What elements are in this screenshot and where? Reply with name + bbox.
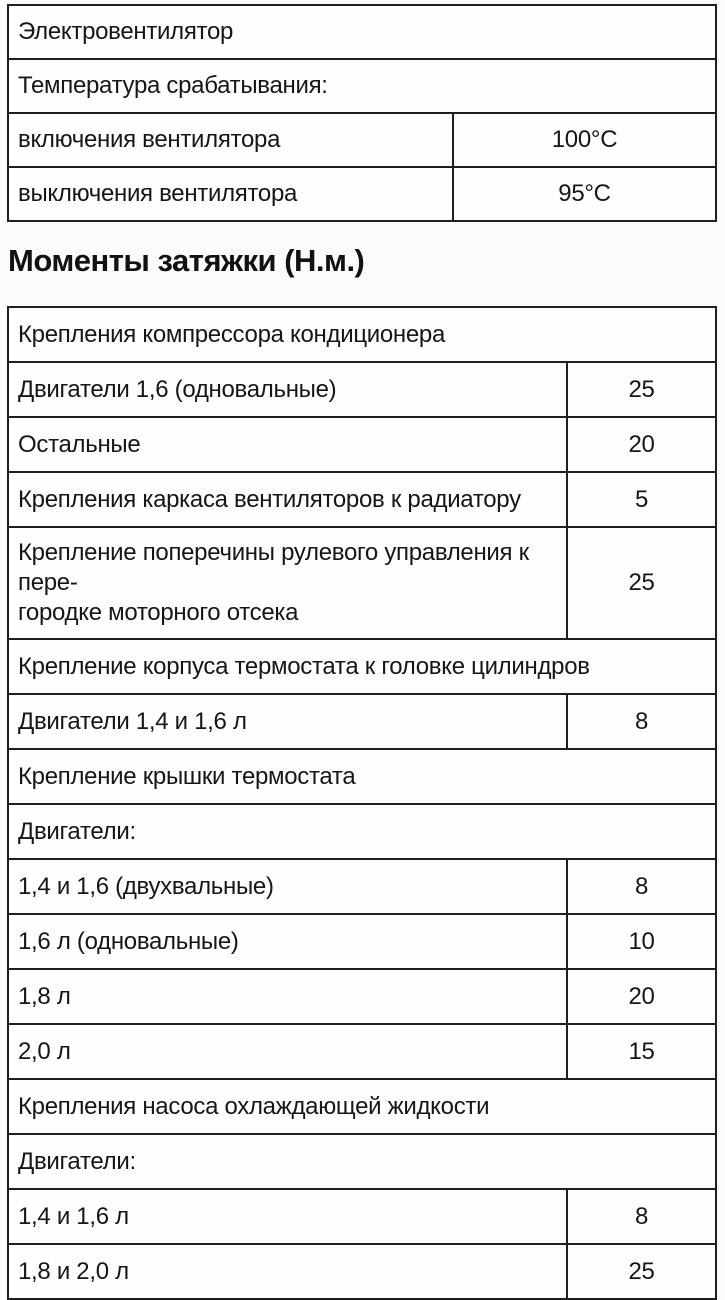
- table-row: 2,0 л 15: [9, 1023, 715, 1078]
- row-label: 1,4 и 1,6 л: [18, 1202, 129, 1230]
- row-label: 1,8 и 2,0 л: [18, 1257, 129, 1285]
- table-row: Крепления компрессора кондиционера: [9, 308, 715, 361]
- row-label: Крепление поперечины рулевого управления…: [18, 539, 529, 626]
- row-value: 8: [566, 695, 715, 748]
- row-label: Крепление корпуса термостата к головке ц…: [18, 652, 590, 680]
- table-row: Двигатели:: [9, 1133, 715, 1188]
- row-value: 8: [566, 1190, 715, 1243]
- row-label: 2,0 л: [18, 1037, 71, 1065]
- table-row: Температура срабатывания:: [9, 58, 715, 112]
- table-row: 1,6 л (одновальные) 10: [9, 913, 715, 968]
- row-value: 25: [566, 363, 715, 416]
- row-value: 20: [566, 418, 715, 471]
- row-label: Крепление крышки термостата: [18, 762, 356, 790]
- row-label: Крепления каркаса вентиляторов к радиато…: [18, 485, 521, 513]
- row-label: Двигатели:: [18, 817, 136, 845]
- electric-fan-spec-table: Электровентилятор Температура срабатывани…: [7, 4, 717, 222]
- row-label: Крепления компрессора кондиционера: [18, 320, 446, 348]
- tightening-torques-table: Крепления компрессора кондиционера Двигат…: [7, 306, 717, 1300]
- row-label: Двигатели 1,6 (одновальные): [18, 375, 337, 403]
- row-label: Температура срабатывания:: [18, 72, 328, 99]
- row-value: 5: [566, 473, 715, 526]
- row-value: 25: [566, 1245, 715, 1298]
- table-row: Двигатели 1,4 и 1,6 л 8: [9, 693, 715, 748]
- row-value: 100°С: [452, 114, 715, 166]
- table-row: включения вентилятора 100°С: [9, 112, 715, 166]
- table-row: Двигатели:: [9, 803, 715, 858]
- table-row: Крепления каркаса вентиляторов к радиато…: [9, 471, 715, 526]
- row-label: 1,6 л (одновальные): [18, 927, 239, 955]
- row-value: 25: [566, 528, 715, 638]
- table-row: 1,4 и 1,6 л 8: [9, 1188, 715, 1243]
- table-row: 1,8 и 2,0 л 25: [9, 1243, 715, 1298]
- table-row: 1,8 л 20: [9, 968, 715, 1023]
- table-row: 1,4 и 1,6 (двухвальные) 8: [9, 858, 715, 913]
- row-value: 15: [566, 1025, 715, 1078]
- row-value: 20: [566, 970, 715, 1023]
- table-row: Крепление корпуса термостата к головке ц…: [9, 638, 715, 693]
- row-value: 95°С: [452, 168, 715, 220]
- section-heading-torques: Моменты затяжки (Н.м.): [8, 243, 365, 278]
- table-row: Крепление поперечины рулевого управления…: [9, 526, 715, 638]
- table-row: Крепления насоса охлаждающей жидкости: [9, 1078, 715, 1133]
- row-label: включения вентилятора: [18, 126, 281, 153]
- row-label: Остальные: [18, 430, 141, 458]
- row-label: 1,4 и 1,6 (двухвальные): [18, 872, 274, 900]
- table-row: выключения вентилятора 95°С: [9, 166, 715, 220]
- row-label: Крепления насоса охлаждающей жидкости: [18, 1092, 490, 1120]
- table-row: Остальные 20: [9, 416, 715, 471]
- row-label: Двигатели 1,4 и 1,6 л: [18, 707, 247, 735]
- table-row: Двигатели 1,6 (одновальные) 25: [9, 361, 715, 416]
- table-row: Электровентилятор: [9, 6, 715, 58]
- row-label: выключения вентилятора: [18, 180, 298, 207]
- row-label: 1,8 л: [18, 982, 71, 1010]
- table-row: Крепление крышки термостата: [9, 748, 715, 803]
- row-value: 8: [566, 860, 715, 913]
- row-value: 10: [566, 915, 715, 968]
- row-label: Двигатели:: [18, 1147, 136, 1175]
- row-label: Электровентилятор: [18, 18, 234, 45]
